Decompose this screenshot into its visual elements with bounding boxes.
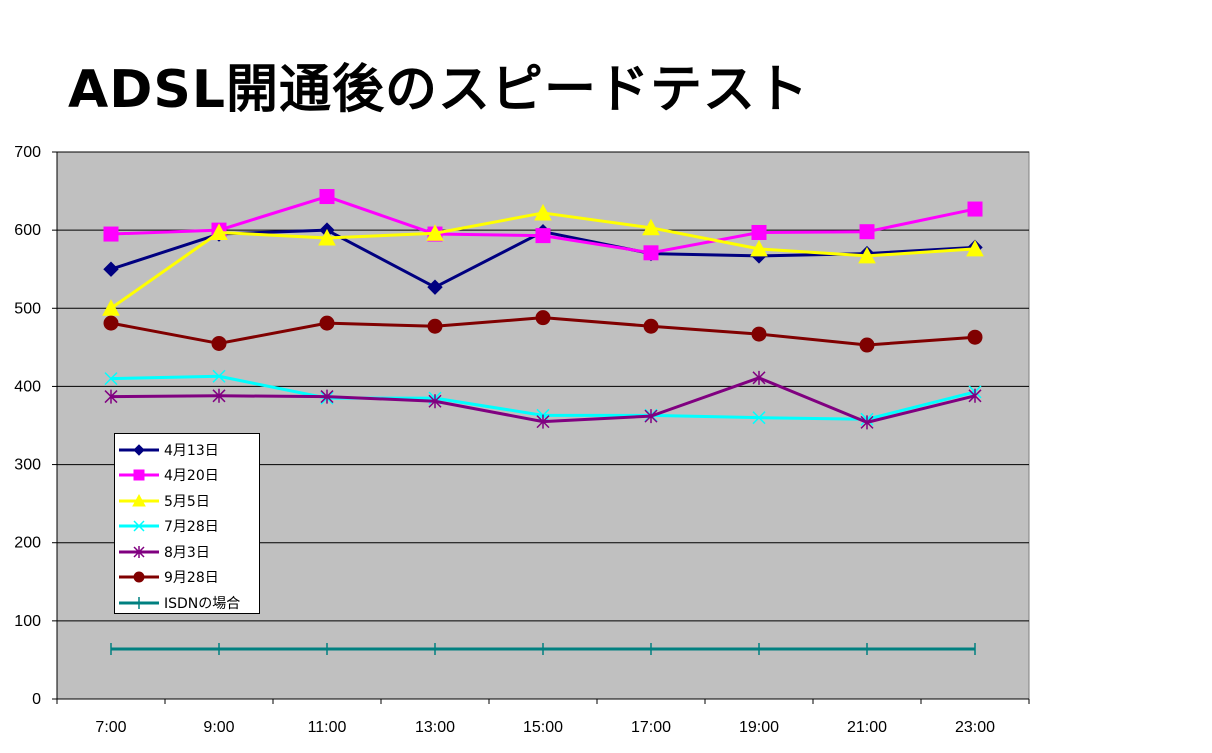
data-point-marker (212, 369, 226, 383)
series-6 (103, 310, 983, 353)
data-point-marker (535, 228, 551, 244)
data-point-marker (133, 520, 145, 532)
data-point-marker (534, 203, 552, 221)
data-point-marker (535, 310, 551, 326)
data-point-marker (212, 388, 226, 403)
data-point-marker (319, 315, 335, 331)
legend-swatch (119, 493, 159, 507)
series-3 (102, 203, 984, 316)
legend-label: ISDNの場合 (164, 595, 241, 612)
legend-item: 4月20日 (115, 463, 259, 489)
y-axis-ticks: 0 100 200 300 400 500 600 700 (14, 144, 57, 708)
legend-label: 4月20日 (164, 468, 219, 485)
y-tick-label: 500 (14, 300, 41, 317)
data-point-marker (536, 414, 550, 429)
data-point-marker (103, 226, 119, 242)
data-point-marker (210, 223, 228, 240)
y-tick-label: 0 (32, 691, 41, 708)
x-tick-label: 13:00 (415, 719, 455, 736)
data-point-marker (427, 279, 443, 295)
series-7 (110, 642, 976, 655)
x-tick-label: 17:00 (631, 719, 671, 736)
legend-swatch (119, 444, 159, 456)
legend-swatch (119, 520, 159, 532)
data-point-marker (104, 389, 118, 404)
legend-swatch (119, 469, 159, 481)
y-tick-label: 200 (14, 535, 41, 552)
data-point-marker (133, 571, 145, 583)
data-point-marker (133, 444, 145, 456)
data-point-marker (643, 245, 659, 261)
data-point-marker (133, 545, 145, 558)
data-point-marker (752, 370, 766, 385)
x-tick-label: 7:00 (95, 719, 126, 736)
data-point-marker (102, 299, 120, 316)
data-point-marker (858, 246, 876, 264)
x-tick-label: 15:00 (523, 719, 563, 736)
data-point-marker (318, 228, 336, 246)
chart-title: ADSL開通後のスピードテスト (68, 60, 809, 120)
x-tick-label: 23:00 (955, 719, 995, 736)
data-point-marker (859, 224, 875, 240)
legend-label: 8月3日 (164, 544, 210, 561)
data-point-marker (642, 218, 660, 236)
data-point-marker (751, 326, 767, 342)
legend-item: 4月13日 (115, 437, 259, 463)
legend-label: 5月5日 (164, 493, 210, 510)
data-point-marker (750, 239, 768, 257)
x-tick-label: 9:00 (203, 719, 234, 736)
data-point-marker (751, 224, 767, 240)
data-point-marker (427, 318, 443, 334)
y-tick-label: 100 (14, 613, 41, 630)
legend-item: 8月3日 (115, 539, 259, 565)
data-point-marker (752, 411, 766, 425)
data-point-marker (967, 201, 983, 217)
legend-label: 4月13日 (164, 442, 219, 459)
data-point-marker (320, 389, 334, 404)
legend-item: ISDNの場合 (115, 590, 259, 616)
data-point-marker (859, 337, 875, 353)
series-group (102, 189, 984, 655)
series-5 (104, 370, 982, 430)
x-tick-label: 11:00 (308, 719, 347, 736)
data-point-marker (104, 372, 118, 386)
legend-swatch (119, 571, 159, 583)
y-tick-label: 300 (14, 457, 41, 474)
data-point-marker (644, 409, 658, 424)
data-point-marker (968, 388, 982, 403)
data-point-marker (133, 469, 145, 481)
data-point-marker (319, 189, 335, 205)
data-point-marker (643, 318, 659, 334)
x-tick-label: 19:00 (739, 719, 779, 736)
data-point-marker (967, 329, 983, 345)
data-point-marker (103, 261, 119, 277)
data-point-marker (428, 394, 442, 409)
legend-swatch (119, 545, 159, 558)
x-axis-ticks: 7:00 9:00 11:00 13:00 15:00 17:00 19:00 21:00 23… (56, 699, 1030, 736)
data-point-marker (966, 239, 984, 257)
data-point-marker (103, 315, 119, 331)
data-point-marker (860, 415, 874, 430)
legend-item: 5月5日 (115, 488, 259, 514)
data-point-marker (132, 493, 146, 507)
legend-swatch (119, 596, 159, 609)
y-tick-label: 700 (14, 144, 41, 161)
legend-label: 9月28日 (164, 570, 219, 587)
x-tick-label: 21:00 (847, 719, 887, 736)
data-point-marker (426, 224, 444, 241)
legend: 4月13日 4月20日 5月5日 7月28日 8月3日 9月28日 ISDNの場合 (114, 433, 260, 614)
y-tick-label: 600 (14, 222, 41, 239)
legend-label: 7月28日 (164, 519, 219, 536)
legend-item: 7月28日 (115, 514, 259, 540)
data-point-marker (211, 335, 227, 351)
legend-item: 9月28日 (115, 565, 259, 591)
y-tick-label: 400 (14, 378, 41, 395)
